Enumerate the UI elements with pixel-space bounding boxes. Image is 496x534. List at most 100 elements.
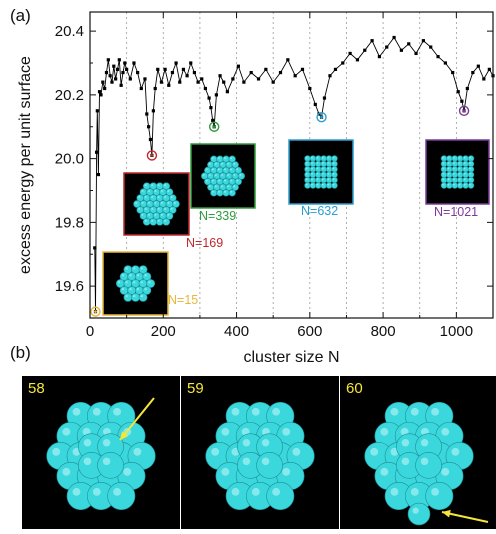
inset-sphere-highlight bbox=[157, 184, 160, 187]
data-point bbox=[106, 58, 110, 62]
inset-sphere-highlight bbox=[305, 178, 308, 181]
panel-sphere-highlight bbox=[92, 487, 101, 496]
inset-sphere-highlight bbox=[311, 167, 313, 170]
inset-sphere-highlight bbox=[227, 162, 230, 165]
panel-front-sphere-highlight bbox=[83, 457, 92, 466]
arrow-line bbox=[119, 397, 155, 441]
inset-sphere bbox=[446, 166, 453, 173]
inset-sphere bbox=[451, 155, 459, 162]
inset-sphere-highlight bbox=[332, 183, 335, 186]
inset-sphere-highlight bbox=[164, 219, 167, 222]
inset-sphere bbox=[142, 217, 151, 226]
inset-sphere bbox=[315, 155, 322, 162]
inset-sphere-highlight bbox=[332, 172, 335, 175]
inset-sphere-highlight bbox=[221, 174, 223, 176]
inset-sphere-highlight bbox=[144, 207, 147, 210]
inset-caption: N=1021 bbox=[434, 205, 478, 219]
data-point bbox=[192, 70, 197, 75]
data-point bbox=[153, 86, 157, 91]
arrow-head bbox=[442, 509, 451, 518]
inset-sphere bbox=[309, 182, 317, 189]
inset-sphere-highlight bbox=[463, 172, 466, 175]
inset-sphere-highlight bbox=[453, 167, 455, 170]
data-point bbox=[385, 45, 389, 49]
panel-front-sphere-highlight bbox=[102, 438, 111, 447]
data-point bbox=[93, 246, 97, 250]
inset-sphere-highlight bbox=[140, 267, 143, 270]
inset-sphere bbox=[440, 182, 448, 189]
panel-front-sphere-highlight bbox=[420, 438, 429, 447]
data-point bbox=[196, 80, 200, 84]
inset-cluster bbox=[440, 155, 475, 189]
data-point bbox=[203, 86, 208, 91]
inset-sphere bbox=[309, 166, 317, 173]
panel-sphere-highlight bbox=[251, 407, 260, 416]
inset-sphere-highlight bbox=[469, 167, 471, 170]
inset-sphere-highlight bbox=[327, 156, 330, 159]
inset-sphere bbox=[456, 160, 464, 168]
inset-sphere-highlight bbox=[136, 287, 140, 291]
data-point bbox=[300, 67, 305, 71]
inset-sphere-highlight bbox=[129, 274, 132, 277]
inset-sphere-highlight bbox=[469, 162, 471, 164]
highlight-center bbox=[462, 109, 466, 113]
inset-N=339: N=339 bbox=[190, 143, 256, 223]
inset-sphere bbox=[331, 182, 338, 189]
data-point bbox=[214, 93, 218, 97]
inset-sphere bbox=[162, 217, 171, 226]
inset-sphere-highlight bbox=[227, 174, 230, 176]
data-point bbox=[207, 96, 211, 100]
panel-sphere-highlight bbox=[441, 427, 450, 436]
data-point bbox=[139, 86, 143, 91]
inset-sphere-highlight bbox=[154, 201, 157, 204]
inset-sphere-highlight bbox=[458, 167, 461, 170]
data-point bbox=[125, 67, 129, 71]
inset-sphere bbox=[440, 160, 448, 168]
inset-sphere-highlight bbox=[224, 190, 226, 193]
inset-sphere-highlight bbox=[224, 179, 226, 182]
inset-sphere-highlight bbox=[214, 174, 217, 176]
inset-sphere-highlight bbox=[141, 201, 144, 204]
data-point bbox=[117, 58, 121, 62]
inset-sphere bbox=[456, 182, 464, 189]
data-point bbox=[99, 93, 103, 97]
panel-sphere-highlight bbox=[221, 427, 230, 436]
inset-sphere bbox=[320, 160, 327, 168]
data-point bbox=[460, 99, 464, 103]
inset-sphere bbox=[325, 171, 333, 178]
inset-sphere bbox=[451, 166, 459, 173]
panel-front-sphere-highlight bbox=[242, 438, 251, 447]
panel-sphere-highlight bbox=[113, 487, 122, 496]
panel-sphere-highlight bbox=[72, 407, 81, 416]
data-point bbox=[97, 90, 102, 94]
data-point bbox=[181, 67, 186, 71]
inset-sphere bbox=[440, 171, 448, 178]
data-point bbox=[322, 96, 327, 100]
inset-sphere-highlight bbox=[458, 172, 461, 175]
y-tick-label: 19.8 bbox=[55, 214, 84, 231]
inset-sphere bbox=[331, 171, 338, 178]
panel-sphere-highlight bbox=[390, 407, 399, 416]
highlighted-points bbox=[90, 105, 470, 317]
data-point bbox=[355, 58, 360, 62]
inset-caption: N=339 bbox=[199, 209, 236, 223]
inset-sphere-highlight bbox=[205, 168, 208, 171]
inset-sphere bbox=[462, 166, 469, 173]
data-point bbox=[151, 109, 155, 113]
data-point bbox=[132, 61, 136, 65]
inset-sphere-highlight bbox=[321, 167, 324, 170]
inset-sphere-highlight bbox=[311, 172, 313, 175]
panel-sphere-highlight bbox=[231, 487, 240, 496]
x-tick-label: 0 bbox=[86, 323, 94, 340]
data-point bbox=[103, 86, 107, 91]
inset-sphere-highlight bbox=[214, 162, 217, 165]
inset-sphere-highlight bbox=[167, 213, 170, 216]
panel-front-sphere bbox=[415, 451, 442, 479]
panel-sphere bbox=[107, 482, 136, 511]
panel-sphere-highlight bbox=[431, 487, 440, 496]
highlight-circle bbox=[90, 306, 101, 317]
inset-caption: N=632 bbox=[301, 204, 338, 218]
inset-sphere-highlight bbox=[125, 294, 128, 298]
inset-N=169: N=169 bbox=[123, 172, 223, 250]
panel-front-sphere-highlight bbox=[242, 457, 251, 466]
